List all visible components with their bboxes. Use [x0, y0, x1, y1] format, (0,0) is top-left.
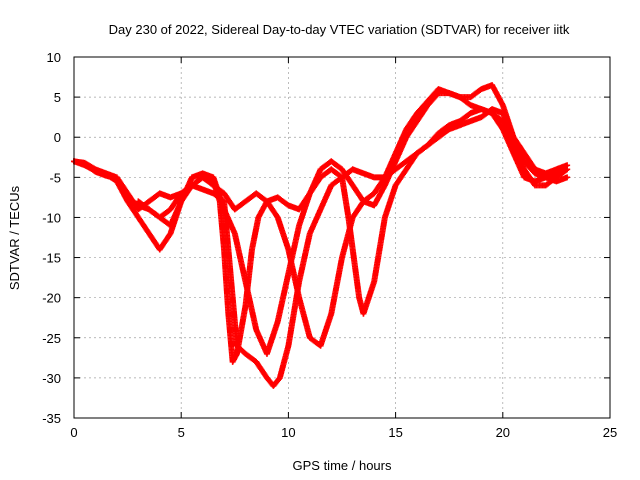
x-tick-label: 10 [281, 425, 295, 440]
y-axis-label: SDTVAR / TECUs [7, 185, 22, 290]
data-point-marker [564, 162, 571, 169]
y-tick-label: 0 [54, 130, 61, 145]
axis-ticks: 0 5 10 15 20 25 10 5 0 -5 -10 -15 -20 -25 -30 -35 [42, 50, 617, 440]
y-tick-label: -15 [42, 251, 61, 266]
plot-frame [73, 56, 611, 419]
y-tick-label: 10 [47, 50, 61, 65]
y-tick-label: -10 [42, 210, 61, 225]
x-tick-label: 20 [496, 425, 510, 440]
data-point-marker [564, 174, 571, 181]
series-track-4 [135, 106, 571, 365]
grid-lines [74, 57, 610, 418]
data-series [71, 82, 571, 389]
y-tick-label: -25 [42, 331, 61, 346]
y-tick-label: -20 [42, 291, 61, 306]
x-tick-label: 0 [70, 425, 77, 440]
y-tick-label: -30 [42, 371, 61, 386]
x-tick-label: 5 [178, 425, 185, 440]
chart-title: Day 230 of 2022, Sidereal Day-to-day VTE… [109, 22, 570, 37]
series-track-2 [71, 82, 571, 357]
y-tick-label: 5 [54, 90, 61, 105]
x-tick-label: 15 [388, 425, 402, 440]
y-tick-label: -5 [49, 170, 61, 185]
x-tick-label: 25 [603, 425, 617, 440]
x-axis-label: GPS time / hours [293, 458, 392, 473]
y-tick-label: -35 [42, 411, 61, 426]
